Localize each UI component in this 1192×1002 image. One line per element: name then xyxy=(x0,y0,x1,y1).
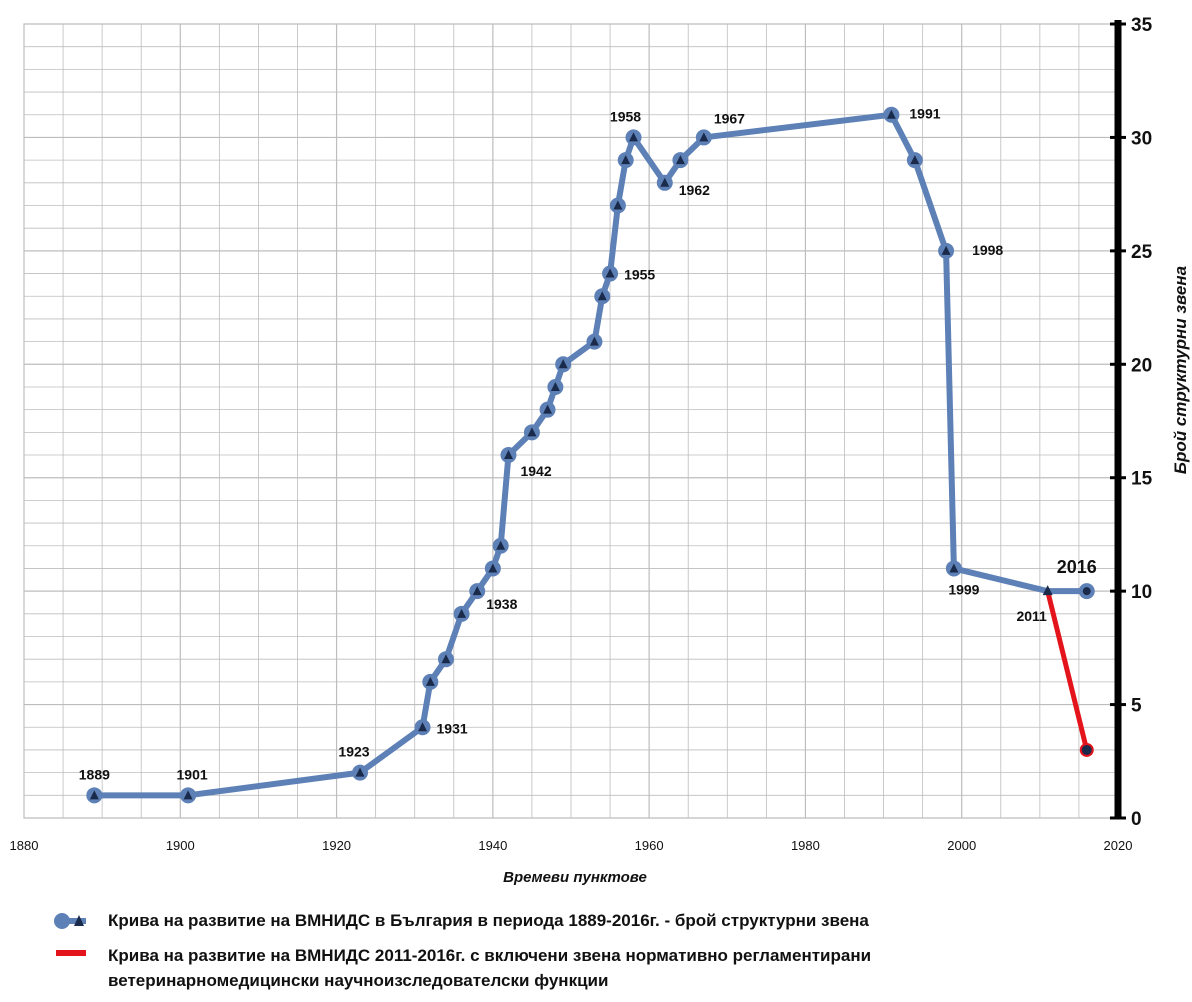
point-label: 1958 xyxy=(610,108,641,124)
y-tick-label: 25 xyxy=(1131,242,1153,263)
data-point-marker xyxy=(621,155,631,165)
data-point-marker xyxy=(613,200,623,210)
x-tick-label: 1880 xyxy=(10,838,39,853)
data-point-marker xyxy=(425,676,435,686)
x-tick-label: 1960 xyxy=(635,838,664,853)
point-label: 1967 xyxy=(714,110,745,126)
point-label: 1938 xyxy=(486,596,517,612)
point-labels: 1889 1901 1923 1931 1938 1942 1955 1958 1962 1967… xyxy=(79,106,1097,783)
data-point-red xyxy=(1079,742,1094,757)
y-tick-label: 30 xyxy=(1131,128,1152,149)
point-label: 1962 xyxy=(679,182,710,198)
data-point-marker xyxy=(355,767,365,777)
data-point-marker xyxy=(675,155,685,165)
data-point-marker xyxy=(441,654,451,664)
y-tick-label: 10 xyxy=(1131,582,1152,603)
data-point-marker xyxy=(597,291,607,301)
data-series xyxy=(86,106,1095,804)
data-point-marker xyxy=(89,790,99,800)
data-point-marker xyxy=(543,404,553,414)
point-label: 1889 xyxy=(79,766,110,782)
data-point-marker xyxy=(550,381,560,391)
y-tick-label: 15 xyxy=(1131,469,1153,490)
data-point-marker xyxy=(941,245,951,255)
point-label: 1931 xyxy=(437,720,468,736)
data-point-marker xyxy=(589,336,599,346)
legend-red-marker xyxy=(46,943,108,969)
data-point-marker xyxy=(699,132,709,142)
point-label: 2016 xyxy=(1057,557,1097,577)
point-label: 1991 xyxy=(909,106,940,122)
right-y-axis: 0 5 10 15 20 25 30 35 xyxy=(1110,15,1153,830)
data-point-marker xyxy=(183,790,193,800)
data-point-marker xyxy=(472,586,482,596)
data-point-marker xyxy=(1082,587,1091,596)
point-label: 1923 xyxy=(338,744,369,760)
data-point-marker xyxy=(457,608,467,618)
data-point-marker xyxy=(1042,585,1053,596)
x-tick-label: 2000 xyxy=(947,838,976,853)
data-point-marker xyxy=(418,722,428,732)
x-tick-label: 2020 xyxy=(1104,838,1133,853)
data-point-marker xyxy=(949,563,959,573)
legend: Крива на развитие на ВМНИДС в България в… xyxy=(46,908,1176,1002)
legend-label-red-line1: Крива на развитие на ВМНИДС 2011-2016г. … xyxy=(108,946,872,965)
data-point-marker xyxy=(629,132,639,142)
data-point-marker xyxy=(488,563,498,573)
x-axis-title: Времеви пунктове xyxy=(503,869,647,886)
series-red-line xyxy=(1045,590,1090,751)
point-label: 1998 xyxy=(972,242,1003,258)
y-tick-label: 0 xyxy=(1131,809,1142,830)
data-point-marker xyxy=(605,268,615,278)
x-tick-label: 1940 xyxy=(478,838,507,853)
data-point-marker xyxy=(496,540,506,550)
data-point-marker xyxy=(886,109,896,119)
x-tick-label: 1920 xyxy=(322,838,351,853)
point-label: 1901 xyxy=(177,766,208,782)
point-label: 1942 xyxy=(520,463,551,479)
x-tick-label: 1900 xyxy=(166,838,195,853)
point-label: 1955 xyxy=(624,267,655,283)
y-tick-label: 20 xyxy=(1131,355,1152,376)
data-point-marker xyxy=(503,450,513,460)
x-axis-ticks: 1880 1900 1920 1940 1960 1980 2000 2020 xyxy=(10,838,1133,853)
line-chart: 0 5 10 15 20 25 30 35 1880 1900 1920 1940 1960 1980 2… xyxy=(10,15,1190,886)
x-tick-label: 1980 xyxy=(791,838,820,853)
y-tick-label: 5 xyxy=(1131,696,1142,717)
point-label: 2011 xyxy=(1016,608,1047,624)
legend-item-blue: Крива на развитие на ВМНИДС в България в… xyxy=(46,908,1176,934)
data-point-marker xyxy=(527,427,537,437)
data-point-marker xyxy=(910,155,920,165)
chart-grid xyxy=(23,23,1119,819)
data-point-marker xyxy=(660,177,670,187)
y-axis-title: Брой структурни звена xyxy=(1171,266,1190,474)
legend-label-blue: Крива на развитие на ВМНИДС в България в… xyxy=(108,911,869,930)
data-point-marker xyxy=(558,359,568,369)
y-tick-label: 35 xyxy=(1131,15,1153,36)
legend-blue-marker xyxy=(46,908,108,934)
legend-item-red: Крива на развитие на ВМНИДС 2011-2016г. … xyxy=(46,943,1176,993)
point-label: 1999 xyxy=(948,581,979,597)
legend-label-red-line2: ветеринарномедицински научноизследовател… xyxy=(108,971,609,990)
